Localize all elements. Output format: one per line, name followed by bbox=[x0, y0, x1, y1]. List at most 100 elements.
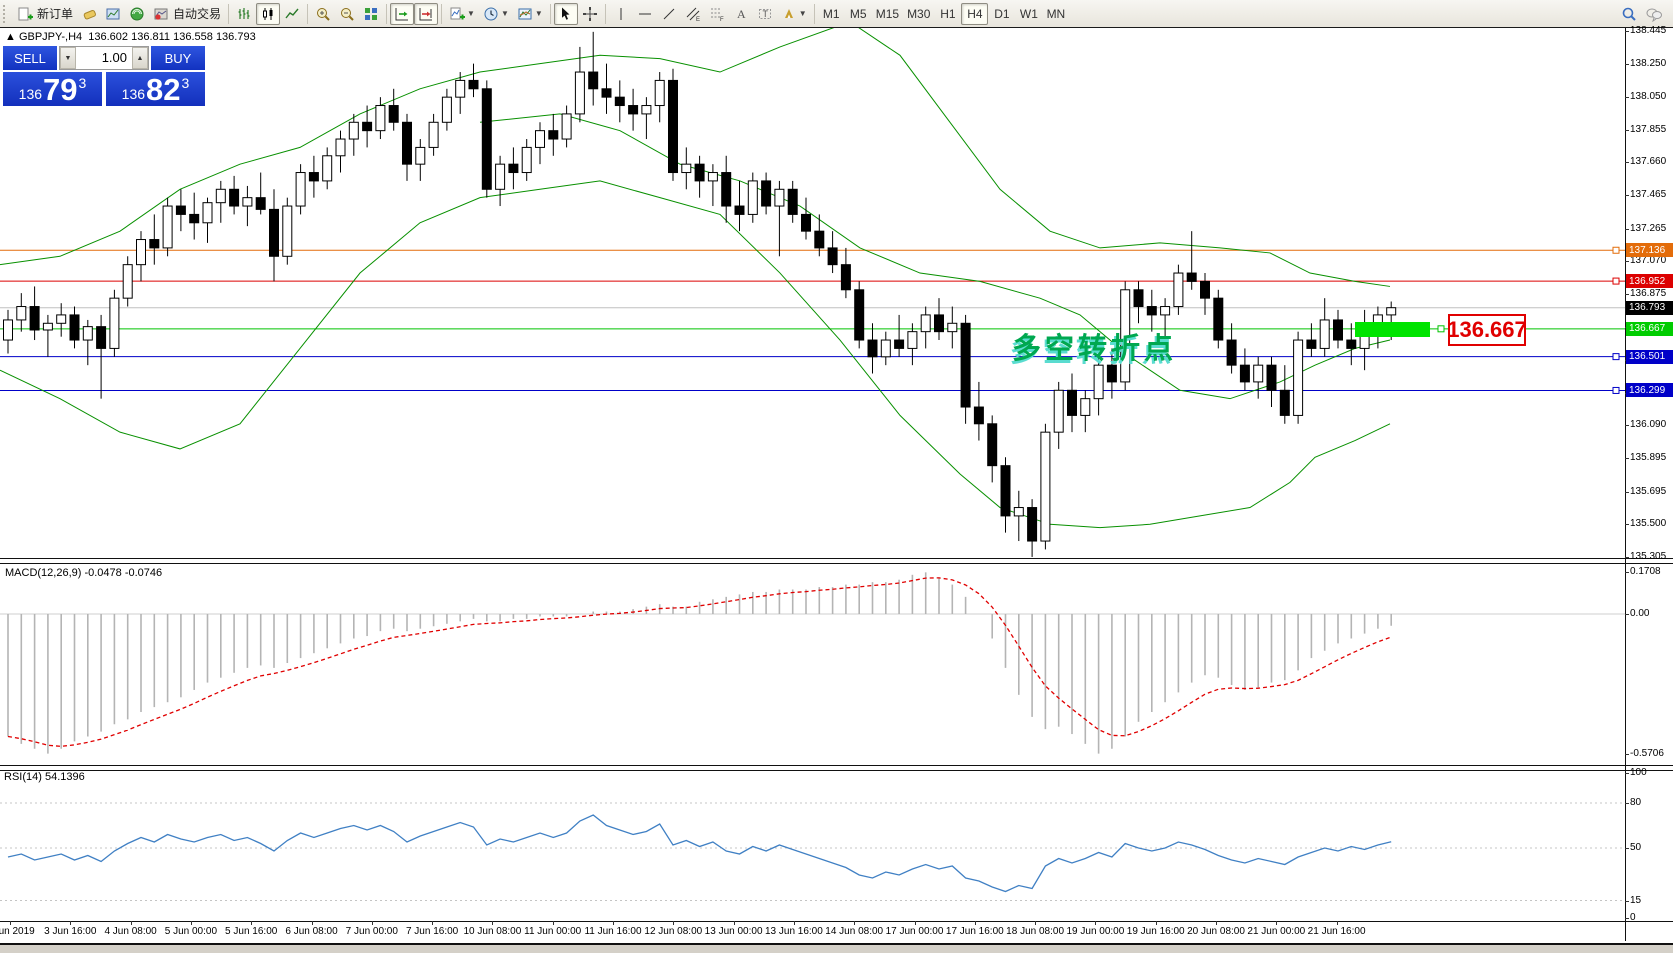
bear-candle bbox=[149, 239, 160, 249]
buy-price-display[interactable]: 136 82 3 bbox=[106, 72, 205, 106]
templates-button[interactable]: ▼ bbox=[513, 3, 547, 25]
periods-button[interactable]: ▼ bbox=[479, 3, 513, 25]
rsi-pane[interactable] bbox=[0, 768, 1625, 921]
time-axis-label[interactable]: 17 Jun 16:00 bbox=[945, 926, 1004, 937]
tab-m15[interactable]: M15 bbox=[875, 6, 900, 21]
macd-pane[interactable] bbox=[0, 562, 1625, 765]
eraser-button[interactable] bbox=[77, 3, 101, 25]
fibonacci-button[interactable]: F bbox=[705, 3, 729, 25]
zoom-out-button[interactable] bbox=[335, 3, 359, 25]
time-axis-label[interactable]: 20 Jun 08:00 bbox=[1187, 926, 1245, 937]
sell-button[interactable]: SELL bbox=[3, 46, 57, 70]
time-axis-label[interactable]: 12 Jun 08:00 bbox=[644, 926, 703, 937]
buy-price-prefix: 136 bbox=[121, 86, 146, 102]
chart-window-button[interactable] bbox=[101, 3, 125, 25]
price-axis-border bbox=[1625, 28, 1626, 941]
new-order-label: 新订单 bbox=[37, 7, 74, 21]
time-axis-label[interactable]: 3 Jun 2019 bbox=[0, 926, 35, 937]
time-axis-label[interactable]: 13 Jun 16:00 bbox=[764, 926, 823, 937]
time-axis-label[interactable]: 10 Jun 08:00 bbox=[463, 926, 522, 937]
time-axis-label[interactable]: 19 Jun 00:00 bbox=[1066, 926, 1125, 937]
time-axis-label[interactable]: 4 Jun 08:00 bbox=[104, 926, 157, 937]
line-handle[interactable] bbox=[1612, 246, 1620, 254]
fibonacci-icon: F bbox=[710, 8, 724, 22]
templates-icon bbox=[518, 8, 532, 19]
pane-divider[interactable] bbox=[0, 765, 1673, 771]
radar-button[interactable] bbox=[125, 3, 149, 25]
channel-button[interactable]: E bbox=[681, 3, 705, 25]
search-button[interactable] bbox=[1617, 3, 1641, 25]
toolbar-grip[interactable] bbox=[3, 4, 10, 23]
price-callout-box[interactable]: 136.667 bbox=[1447, 314, 1527, 346]
horizontal-line-icon bbox=[638, 13, 651, 14]
chart-shift-button[interactable] bbox=[414, 2, 439, 25]
tab-m1[interactable]: M1 bbox=[822, 6, 840, 21]
time-axis-label[interactable]: 17 Jun 00:00 bbox=[885, 926, 944, 937]
tab-w1[interactable]: W1 bbox=[1019, 6, 1038, 21]
line-chart-button[interactable] bbox=[280, 3, 304, 25]
bar-chart-button[interactable] bbox=[232, 3, 256, 25]
volume-input[interactable]: 1.00 bbox=[101, 50, 127, 65]
macd-axis-label: 0.00 bbox=[1630, 608, 1650, 619]
tab-d1[interactable]: D1 bbox=[994, 6, 1010, 21]
tab-mn[interactable]: MN bbox=[1046, 6, 1066, 21]
time-axis-label[interactable]: 3 Jun 16:00 bbox=[44, 926, 97, 937]
price-axis-tick bbox=[1625, 129, 1629, 131]
volume-decrease-button[interactable]: ▼ bbox=[60, 47, 76, 69]
arrows-button[interactable]: ▼ bbox=[777, 3, 811, 25]
price-axis-label: 138.050 bbox=[1630, 91, 1667, 103]
time-axis-label[interactable]: 11 Jun 00:00 bbox=[524, 926, 582, 937]
trendline-button[interactable] bbox=[657, 3, 681, 25]
time-axis-label[interactable]: 11 Jun 16:00 bbox=[584, 926, 642, 937]
line-handle[interactable] bbox=[1612, 353, 1620, 361]
time-axis-label[interactable]: 5 Jun 16:00 bbox=[225, 926, 278, 937]
bull-candle bbox=[428, 121, 439, 148]
price-pane[interactable] bbox=[0, 28, 1625, 558]
auto-scroll-button[interactable] bbox=[390, 2, 415, 25]
horizontal-line-button[interactable] bbox=[633, 3, 657, 25]
tab-h4[interactable]: H4 bbox=[961, 2, 989, 25]
autotrading-button[interactable]: 自动交易 bbox=[149, 3, 225, 25]
turning-point-annotation[interactable]: 多空转折点 bbox=[1012, 333, 1178, 365]
new-order-button[interactable]: 新订单 bbox=[13, 3, 77, 25]
bollinger-lower-band bbox=[0, 180, 1391, 529]
quote-low: 136.558 bbox=[173, 31, 213, 43]
candlestick-button[interactable] bbox=[256, 2, 281, 25]
time-axis-label[interactable]: 5 Jun 00:00 bbox=[164, 926, 218, 937]
tab-h1[interactable]: H1 bbox=[940, 6, 956, 21]
line-handle[interactable] bbox=[1612, 386, 1620, 394]
time-axis-label[interactable]: 6 Jun 08:00 bbox=[285, 926, 338, 937]
time-axis-label[interactable]: 21 Jun 00:00 bbox=[1247, 926, 1306, 937]
macd-axis-tick bbox=[1625, 614, 1629, 615]
tile-windows-button[interactable] bbox=[359, 3, 383, 25]
buy-button[interactable]: BUY bbox=[151, 46, 205, 70]
line-handle[interactable] bbox=[1437, 325, 1445, 333]
support-zone-rectangle[interactable] bbox=[1355, 322, 1430, 337]
time-axis-tick bbox=[371, 921, 373, 925]
buy-price-pip: 3 bbox=[181, 75, 190, 91]
time-axis-label[interactable]: 13 Jun 00:00 bbox=[704, 926, 763, 937]
time-axis-label[interactable]: 19 Jun 16:00 bbox=[1126, 926, 1185, 937]
vertical-line-button[interactable] bbox=[609, 3, 633, 25]
label-button[interactable]: T bbox=[753, 3, 777, 25]
time-axis-label[interactable]: 7 Jun 00:00 bbox=[345, 926, 398, 937]
time-axis-label[interactable]: 7 Jun 16:00 bbox=[405, 926, 459, 937]
time-axis-label[interactable]: 21 Jun 16:00 bbox=[1307, 926, 1366, 937]
time-axis-label[interactable]: 14 Jun 08:00 bbox=[825, 926, 884, 937]
indicators-button[interactable]: ▼ bbox=[445, 3, 479, 25]
crosshair-button[interactable] bbox=[578, 3, 602, 25]
bear-candle bbox=[388, 105, 399, 123]
pane-divider[interactable] bbox=[0, 558, 1673, 564]
bear-candle bbox=[1213, 297, 1224, 341]
text-button[interactable]: A bbox=[729, 3, 753, 25]
tab-m5[interactable]: M5 bbox=[849, 6, 867, 21]
line-handle[interactable] bbox=[1612, 277, 1620, 285]
time-axis-label[interactable]: 18 Jun 08:00 bbox=[1006, 926, 1065, 937]
sell-price-display[interactable]: 136 79 3 bbox=[3, 72, 102, 106]
volume-increase-button[interactable]: ▲ bbox=[132, 47, 148, 69]
chat-button[interactable] bbox=[1641, 3, 1667, 25]
cursor-button[interactable] bbox=[553, 2, 578, 25]
tab-m30[interactable]: M30 bbox=[907, 6, 931, 21]
zoom-in-button[interactable] bbox=[311, 3, 335, 25]
time-axis-tick bbox=[492, 921, 494, 925]
